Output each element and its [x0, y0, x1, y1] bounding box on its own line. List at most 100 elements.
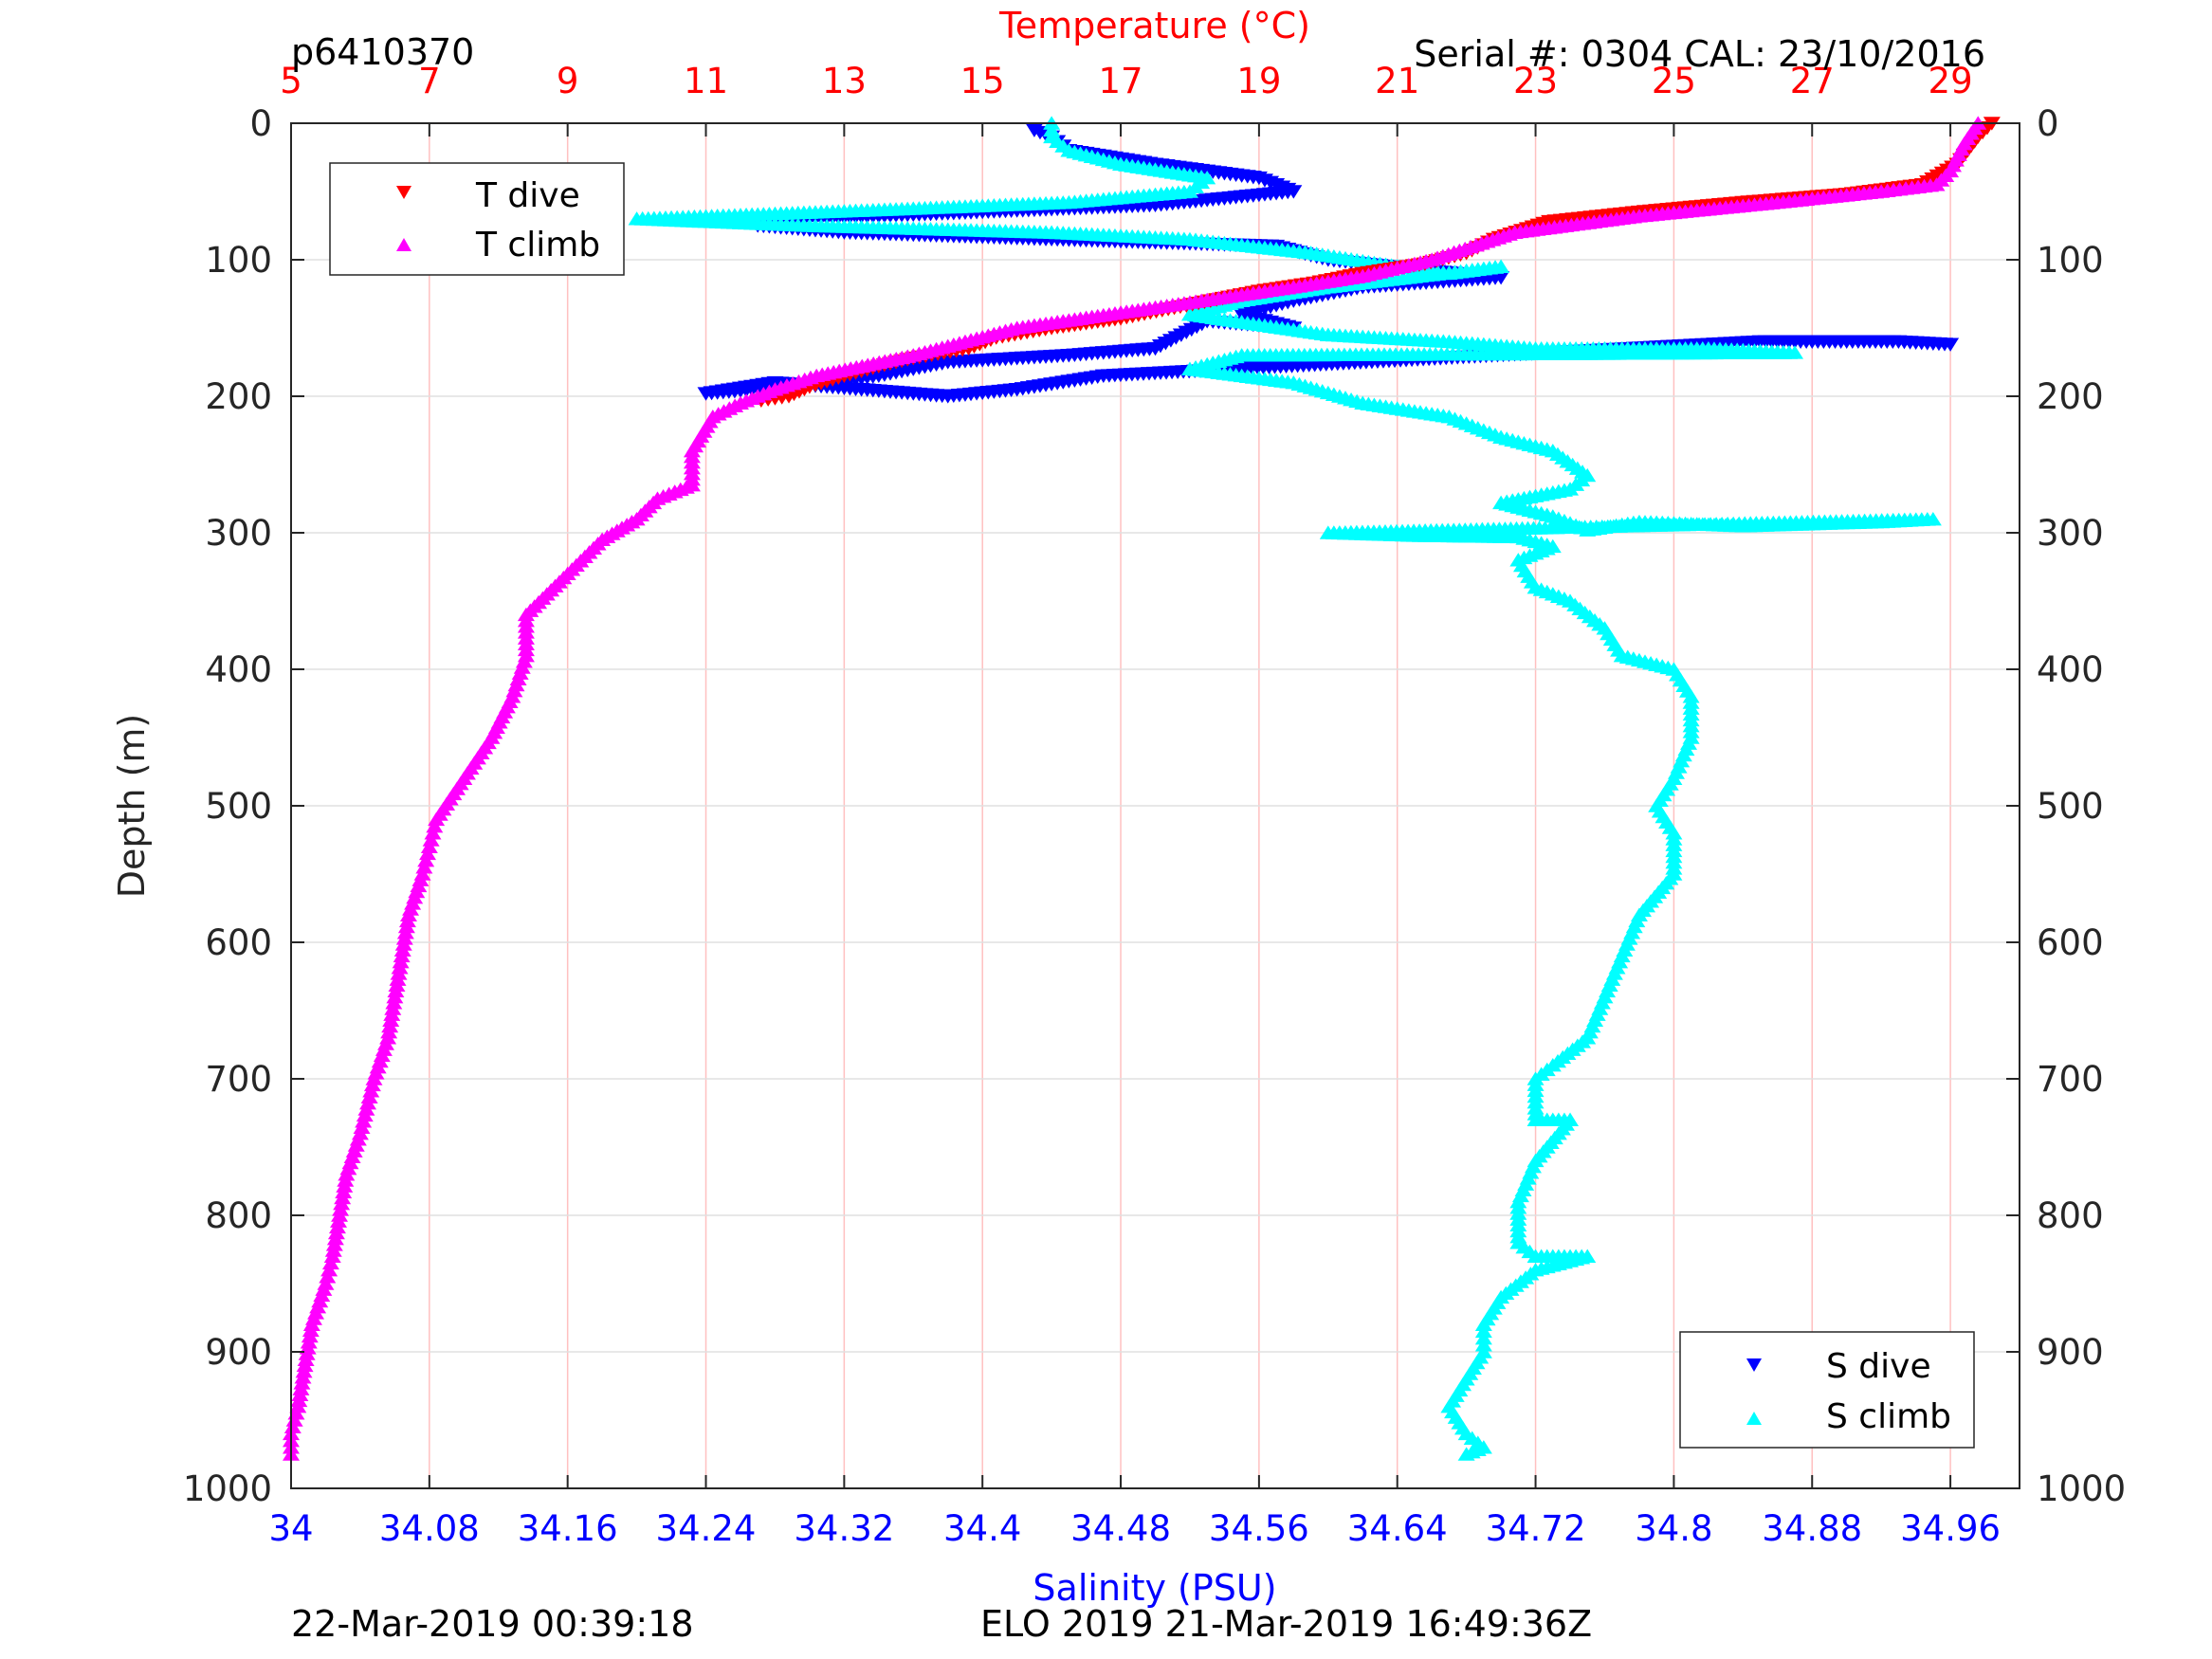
data-point-marker — [388, 977, 406, 993]
data-point-marker — [321, 1255, 339, 1270]
data-point-marker — [385, 995, 403, 1010]
salinity-tick-label: 34.64 — [1347, 1508, 1448, 1549]
serial-cal-label: Serial #: 0304 CAL: 23/10/2016 — [1414, 33, 1985, 75]
depth-tick-label-left: 200 — [205, 376, 272, 417]
depth-tick-label-right: 100 — [2037, 240, 2104, 281]
data-point-marker — [294, 1370, 312, 1384]
depth-tick-label-left: 900 — [205, 1332, 272, 1373]
temperature-tick-label: 23 — [1513, 61, 1558, 101]
data-point-marker — [382, 1012, 400, 1028]
data-point-marker — [328, 1219, 346, 1234]
data-point-marker — [333, 1196, 351, 1211]
data-point-marker — [290, 1393, 308, 1408]
data-point-marker — [383, 1007, 401, 1021]
data-point-marker — [356, 1107, 374, 1122]
data-point-marker — [396, 925, 414, 939]
data-point-marker — [389, 972, 407, 986]
footer-mission-info: ELO 2019 21-Mar-2019 16:49:36Z — [980, 1603, 1592, 1645]
t-dive-legend-marker — [396, 186, 411, 199]
depth-tick-label-left: 600 — [205, 922, 272, 963]
data-point-marker — [325, 1237, 343, 1251]
data-point-marker — [381, 1018, 399, 1033]
data-point-marker — [289, 1398, 307, 1413]
depth-tick-label-left: 500 — [205, 786, 272, 827]
temperature-tick-label: 9 — [557, 61, 579, 101]
salinity-tick-label: 34.32 — [794, 1508, 894, 1549]
salinity-tick-label: 34.8 — [1635, 1508, 1712, 1549]
data-point-marker — [302, 1322, 320, 1338]
data-point-marker — [296, 1358, 314, 1373]
data-point-marker — [360, 1089, 378, 1103]
data-point-marker — [428, 811, 446, 827]
data-point-marker — [331, 1208, 349, 1222]
data-point-marker — [365, 1071, 383, 1085]
data-point-marker — [330, 1213, 348, 1228]
data-point-marker — [399, 907, 417, 921]
data-point-marker — [301, 1328, 319, 1343]
temperature-tick-label: 29 — [1929, 61, 1973, 101]
data-point-marker — [338, 1167, 356, 1181]
data-point-marker — [323, 1249, 341, 1263]
salinity-tick-label: 34.4 — [943, 1508, 1021, 1549]
temperature-tick-label: 15 — [960, 61, 1005, 101]
salinity-axis-title: Salinity (PSU) — [1033, 1567, 1276, 1609]
data-point-marker — [392, 954, 410, 969]
data-point-marker — [357, 1102, 375, 1116]
t-dive-legend-label: T dive — [475, 176, 580, 215]
data-point-marker — [283, 1419, 302, 1433]
data-point-marker — [300, 1335, 318, 1349]
depth-tick-label-right: 400 — [2037, 649, 2104, 690]
salinity-tick-label: 34.24 — [656, 1508, 757, 1549]
data-point-marker — [393, 948, 411, 963]
data-point-marker — [424, 826, 442, 840]
data-point-marker — [420, 839, 438, 853]
data-point-marker — [391, 960, 409, 975]
data-point-marker — [417, 852, 435, 867]
depth-tick-label-left: 800 — [205, 1195, 272, 1236]
temperature-tick-label: 27 — [1790, 61, 1835, 101]
temperature-axis-title: Temperature (°C) — [998, 5, 1310, 46]
data-point-marker — [393, 942, 411, 957]
salinity-tick-label: 34 — [268, 1508, 313, 1549]
data-point-marker — [320, 1262, 338, 1277]
data-point-marker — [380, 1024, 398, 1039]
axis-ticks: 5 7 9 11 13 15 17 19 21 23 25 27 29 34 34.08 34.16 34.24… — [183, 61, 2126, 1549]
temperature-tick-label: 21 — [1375, 61, 1419, 101]
s-dive-legend-label: S dive — [1826, 1347, 1931, 1386]
s-climb-legend-label: S climb — [1826, 1397, 1951, 1436]
data-point-marker — [319, 1269, 337, 1284]
depth-tick-label-right: 700 — [2037, 1059, 2104, 1100]
depth-tick-label-right: 900 — [2037, 1332, 2104, 1373]
data-point-marker — [390, 966, 408, 980]
data-point-marker — [415, 860, 433, 874]
data-point-marker — [292, 1381, 310, 1395]
salinity-tick-label: 34.48 — [1070, 1508, 1171, 1549]
data-point-marker — [336, 1178, 354, 1193]
depth-tick-label-left: 1000 — [183, 1468, 272, 1509]
depth-tick-label-left: 100 — [205, 240, 272, 281]
data-point-marker — [302, 1317, 320, 1331]
s-dive-legend-marker — [1746, 1358, 1762, 1372]
data-point-marker — [297, 1352, 315, 1366]
data-point-marker — [362, 1084, 380, 1098]
depth-tick-label-left: 400 — [205, 649, 272, 690]
legend-box — [1679, 1331, 1975, 1449]
footer-timestamp: 22-Mar-2019 00:39:18 — [291, 1603, 694, 1645]
data-point-marker — [327, 1225, 345, 1240]
temperature-tick-label: 11 — [684, 61, 728, 101]
depth-tick-label-right: 500 — [2037, 786, 2104, 827]
temperature-legend: T dive T climb — [329, 162, 625, 276]
depth-tick-label-left: 700 — [205, 1059, 272, 1100]
data-point-marker — [387, 983, 405, 998]
data-point-marker — [394, 937, 412, 951]
salinity-tick-label: 34.56 — [1209, 1508, 1309, 1549]
temperature-tick-label: 19 — [1236, 61, 1281, 101]
depth-tick-label-right: 0 — [2037, 103, 2059, 144]
data-point-marker — [422, 832, 440, 847]
data-point-marker — [363, 1077, 381, 1092]
salinity-tick-label: 34.72 — [1486, 1508, 1586, 1549]
s-climb-series — [628, 116, 1942, 1461]
temperature-tick-label: 13 — [822, 61, 867, 101]
salinity-tick-label: 34.88 — [1762, 1508, 1862, 1549]
data-point-marker — [332, 1202, 350, 1216]
